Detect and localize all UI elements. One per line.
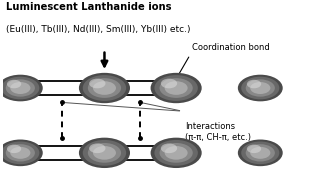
Circle shape [1, 142, 39, 164]
Bar [113, 80, 117, 96]
Circle shape [155, 140, 198, 166]
Circle shape [10, 82, 31, 94]
Circle shape [79, 73, 130, 103]
Circle shape [155, 75, 198, 101]
Bar [163, 145, 168, 161]
Bar [35, 146, 90, 160]
Circle shape [0, 139, 43, 166]
Circle shape [151, 138, 202, 168]
Circle shape [88, 78, 121, 98]
Circle shape [83, 75, 126, 101]
Bar [163, 80, 168, 96]
Bar [113, 81, 168, 95]
Bar [113, 145, 117, 161]
Circle shape [6, 79, 35, 97]
Circle shape [7, 80, 21, 88]
Circle shape [246, 144, 275, 162]
Circle shape [250, 82, 270, 94]
Circle shape [238, 75, 283, 101]
Circle shape [0, 75, 43, 101]
Bar [35, 145, 39, 161]
Circle shape [93, 81, 116, 95]
Text: (Eu(III), Tb(III), Nd(III), Sm(III), Yb(III) etc.): (Eu(III), Tb(III), Nd(III), Sm(III), Yb(… [6, 25, 191, 34]
Bar [113, 146, 168, 160]
Circle shape [241, 77, 279, 99]
Circle shape [10, 147, 31, 159]
Circle shape [88, 143, 121, 163]
Circle shape [89, 143, 106, 153]
Circle shape [151, 73, 202, 103]
Circle shape [247, 145, 261, 153]
Circle shape [250, 147, 270, 159]
Circle shape [246, 79, 275, 97]
Bar [35, 80, 39, 96]
Bar [86, 80, 90, 96]
Bar [86, 145, 90, 161]
Text: Luminescent Lanthanide ions: Luminescent Lanthanide ions [6, 2, 172, 12]
Text: Coordination bond: Coordination bond [192, 43, 269, 52]
Circle shape [1, 77, 39, 99]
Circle shape [241, 142, 279, 164]
Circle shape [7, 145, 21, 153]
Circle shape [93, 146, 116, 160]
Circle shape [160, 78, 193, 98]
Circle shape [89, 79, 106, 88]
Circle shape [165, 146, 188, 160]
Text: Interactions
(π-π, CH-π, etc.): Interactions (π-π, CH-π, etc.) [185, 122, 252, 142]
Circle shape [160, 143, 193, 163]
Bar [35, 81, 90, 95]
Circle shape [79, 138, 130, 168]
Circle shape [83, 140, 126, 166]
Circle shape [6, 144, 35, 162]
Circle shape [165, 81, 188, 95]
Circle shape [247, 80, 261, 88]
Circle shape [161, 143, 177, 153]
Circle shape [161, 79, 177, 88]
Circle shape [238, 139, 283, 166]
